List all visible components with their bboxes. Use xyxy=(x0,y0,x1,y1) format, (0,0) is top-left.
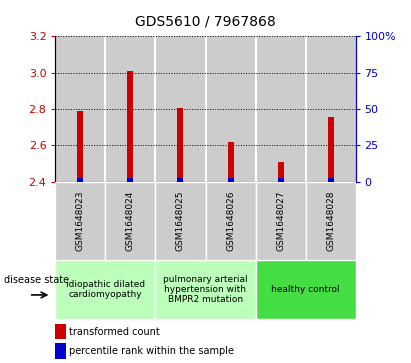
Text: pulmonary arterial
hypertension with
BMPR2 mutation: pulmonary arterial hypertension with BMP… xyxy=(163,274,248,305)
Bar xyxy=(305,182,356,260)
Text: GSM1648023: GSM1648023 xyxy=(76,190,85,251)
Bar xyxy=(155,182,206,260)
Text: transformed count: transformed count xyxy=(69,327,159,337)
Text: healthy control: healthy control xyxy=(271,285,340,294)
Bar xyxy=(106,36,155,182)
Bar xyxy=(206,36,256,182)
Bar xyxy=(55,343,66,359)
Text: GSM1648027: GSM1648027 xyxy=(276,190,285,251)
Bar xyxy=(277,163,284,182)
Text: GSM1648026: GSM1648026 xyxy=(226,190,235,251)
Bar xyxy=(277,178,284,182)
Text: idiopathic dilated
cardiomyopathy: idiopathic dilated cardiomyopathy xyxy=(66,280,145,299)
Text: percentile rank within the sample: percentile rank within the sample xyxy=(69,346,234,356)
Bar xyxy=(305,36,356,182)
Text: GSM1648028: GSM1648028 xyxy=(326,190,335,251)
Bar xyxy=(55,36,106,182)
Bar xyxy=(206,182,256,260)
Bar xyxy=(78,111,83,182)
Bar xyxy=(78,178,83,182)
Bar xyxy=(127,71,134,182)
Text: GSM1648025: GSM1648025 xyxy=(176,190,185,251)
Text: GDS5610 / 7967868: GDS5610 / 7967868 xyxy=(135,15,276,29)
Bar xyxy=(328,117,333,182)
Bar xyxy=(155,260,256,319)
Bar xyxy=(55,182,106,260)
Text: disease state: disease state xyxy=(4,276,69,285)
Text: GSM1648024: GSM1648024 xyxy=(126,190,135,251)
Bar xyxy=(256,36,305,182)
Bar xyxy=(256,182,305,260)
Bar xyxy=(228,178,233,182)
Bar xyxy=(256,260,356,319)
Bar xyxy=(155,36,206,182)
Bar xyxy=(178,108,183,182)
Bar xyxy=(127,178,134,182)
Bar xyxy=(328,178,333,182)
Bar xyxy=(228,142,233,182)
Bar xyxy=(178,178,183,182)
Bar xyxy=(106,182,155,260)
Bar xyxy=(55,260,155,319)
Bar xyxy=(55,324,66,339)
